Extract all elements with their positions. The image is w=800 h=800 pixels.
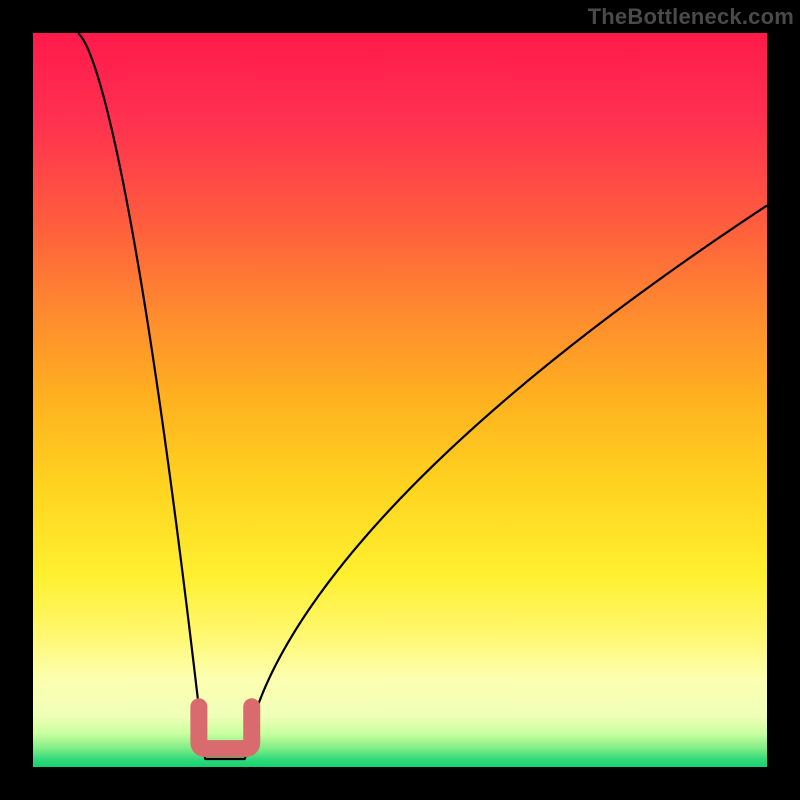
bottleneck-chart — [0, 0, 800, 800]
watermark-text: TheBottleneck.com — [588, 4, 794, 30]
chart-stage: TheBottleneck.com — [0, 0, 800, 800]
plot-background — [33, 33, 767, 767]
